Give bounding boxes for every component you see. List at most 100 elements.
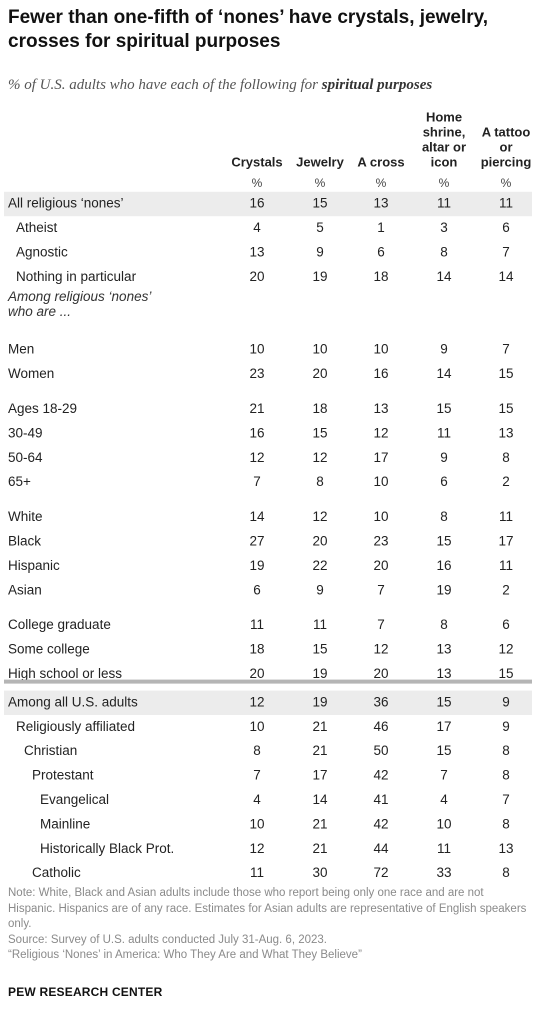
table-cell-value: 6 <box>502 220 510 235</box>
table-cell-value: 23 <box>373 533 388 548</box>
table-cell-value: 50 <box>373 743 388 758</box>
table-cell-value: 8 <box>253 743 261 758</box>
section-label: who are ... <box>8 304 71 319</box>
table-cell-value: 15 <box>312 642 327 657</box>
data-table: Crystals% Jewelry% A cross% Homeshrine,alta… <box>4 109 532 880</box>
column-header: A tattoo <box>482 124 531 139</box>
row-label: Christian <box>24 743 77 758</box>
table-cell-value: 18 <box>373 269 388 284</box>
row-label: Asian <box>8 582 42 597</box>
row-label: Agnostic <box>16 244 68 259</box>
row-label: 30-49 <box>8 425 43 440</box>
table-cell-value: 8 <box>502 768 510 783</box>
note-text: Note: White, Black and Asian adults incl… <box>8 887 527 930</box>
row-label: Hispanic <box>8 558 60 573</box>
table-cell-value: 17 <box>498 533 513 548</box>
table-cell-value: 8 <box>440 509 448 524</box>
section-divider <box>4 679 532 684</box>
brand-logo-text: PEW RESEARCH CENTER <box>8 985 163 999</box>
table-cell-value: 9 <box>316 582 324 597</box>
footnotes: Note: White, Black and Asian adults incl… <box>8 886 530 964</box>
table-cell-value: 8 <box>502 450 510 465</box>
row-label: All religious ‘nones’ <box>8 196 124 211</box>
table-cell-value: 72 <box>373 865 388 880</box>
table-cell-value: 4 <box>253 220 261 235</box>
table-cell-value: 11 <box>313 617 327 632</box>
table-cell-value: 15 <box>436 743 451 758</box>
table-cell-value: 20 <box>312 533 327 548</box>
table-cell-value: 23 <box>249 366 264 381</box>
section-label: Among religious ‘nones’ <box>7 289 152 304</box>
table-cell-value: 6 <box>502 617 510 632</box>
table-cell-value: 7 <box>502 792 510 807</box>
table-cell-value: 5 <box>316 220 324 235</box>
table-cell-value: 15 <box>436 401 451 416</box>
row-label: High school or less <box>8 666 122 681</box>
table-cell-value: 8 <box>316 474 324 489</box>
table-cell-value: 33 <box>436 865 451 880</box>
column-unit: % <box>376 176 387 190</box>
table-cell-value: 7 <box>502 342 510 357</box>
table-cell-value: 6 <box>440 474 448 489</box>
table-cell-value: 7 <box>440 768 448 783</box>
table-cell-value: 11 <box>499 509 513 524</box>
column-unit: % <box>501 176 512 190</box>
row-label: Nothing in particular <box>16 269 137 284</box>
table-cell-value: 13 <box>373 401 388 416</box>
table-cell-value: 21 <box>312 816 327 831</box>
row-shading <box>4 191 532 217</box>
column-header: A cross <box>357 154 404 169</box>
table-cell-value: 46 <box>373 719 388 734</box>
table-cell-value: 3 <box>440 220 448 235</box>
table-cell-value: 22 <box>312 558 327 573</box>
table-cell-value: 36 <box>373 694 388 709</box>
table-cell-value: 15 <box>498 666 513 681</box>
table-cell-value: 15 <box>312 196 327 211</box>
table-cell-value: 15 <box>436 694 451 709</box>
table-cell-value: 14 <box>312 792 328 807</box>
table-cell-value: 7 <box>253 474 261 489</box>
table-cell-value: 12 <box>312 450 327 465</box>
table-cell-value: 20 <box>249 666 264 681</box>
chart-subtitle: % of U.S. adults who have each of the fo… <box>8 76 530 94</box>
row-label: Mainline <box>40 816 90 831</box>
table-cell-value: 15 <box>498 366 513 381</box>
row-label: Some college <box>8 642 90 657</box>
row-label: College graduate <box>8 617 111 632</box>
table-cell-value: 13 <box>436 666 451 681</box>
table-cell-value: 9 <box>502 694 510 709</box>
table-cell-value: 16 <box>436 558 451 573</box>
table-cell-value: 20 <box>373 666 388 681</box>
row-label: Men <box>8 342 34 357</box>
table-cell-value: 19 <box>312 694 327 709</box>
table-cell-value: 10 <box>373 509 388 524</box>
row-label: Ages 18-29 <box>8 401 77 416</box>
table-cell-value: 17 <box>373 450 388 465</box>
table-cell-value: 20 <box>312 366 327 381</box>
table-cell-value: 10 <box>312 342 327 357</box>
table-cell-value: 44 <box>373 841 389 856</box>
table-cell-value: 17 <box>436 719 451 734</box>
table-cell-value: 8 <box>502 865 510 880</box>
chart-title: Fewer than one-fifth of ‘nones’ have cry… <box>8 7 489 52</box>
table-cell-value: 14 <box>249 509 265 524</box>
table-cell-value: 7 <box>253 768 261 783</box>
row-label: Among all U.S. adults <box>8 694 138 709</box>
table-cell-value: 16 <box>249 196 264 211</box>
row-label: 65+ <box>8 474 31 489</box>
table-cell-value: 7 <box>377 617 385 632</box>
table-cell-value: 4 <box>440 792 448 807</box>
column-header: or <box>500 139 513 154</box>
table-cell-value: 20 <box>373 558 388 573</box>
table-cell-value: 12 <box>498 642 513 657</box>
table-cell-value: 14 <box>498 269 514 284</box>
table-cell-value: 20 <box>249 269 264 284</box>
table-cell-value: 13 <box>498 425 513 440</box>
column-unit: % <box>315 176 326 190</box>
table-cell-value: 14 <box>436 366 452 381</box>
row-label: Religiously affiliated <box>16 719 135 734</box>
table-cell-value: 6 <box>377 244 385 259</box>
column-header: Home <box>426 109 462 124</box>
table-cell-value: 10 <box>249 816 264 831</box>
table-cell-value: 19 <box>312 269 327 284</box>
